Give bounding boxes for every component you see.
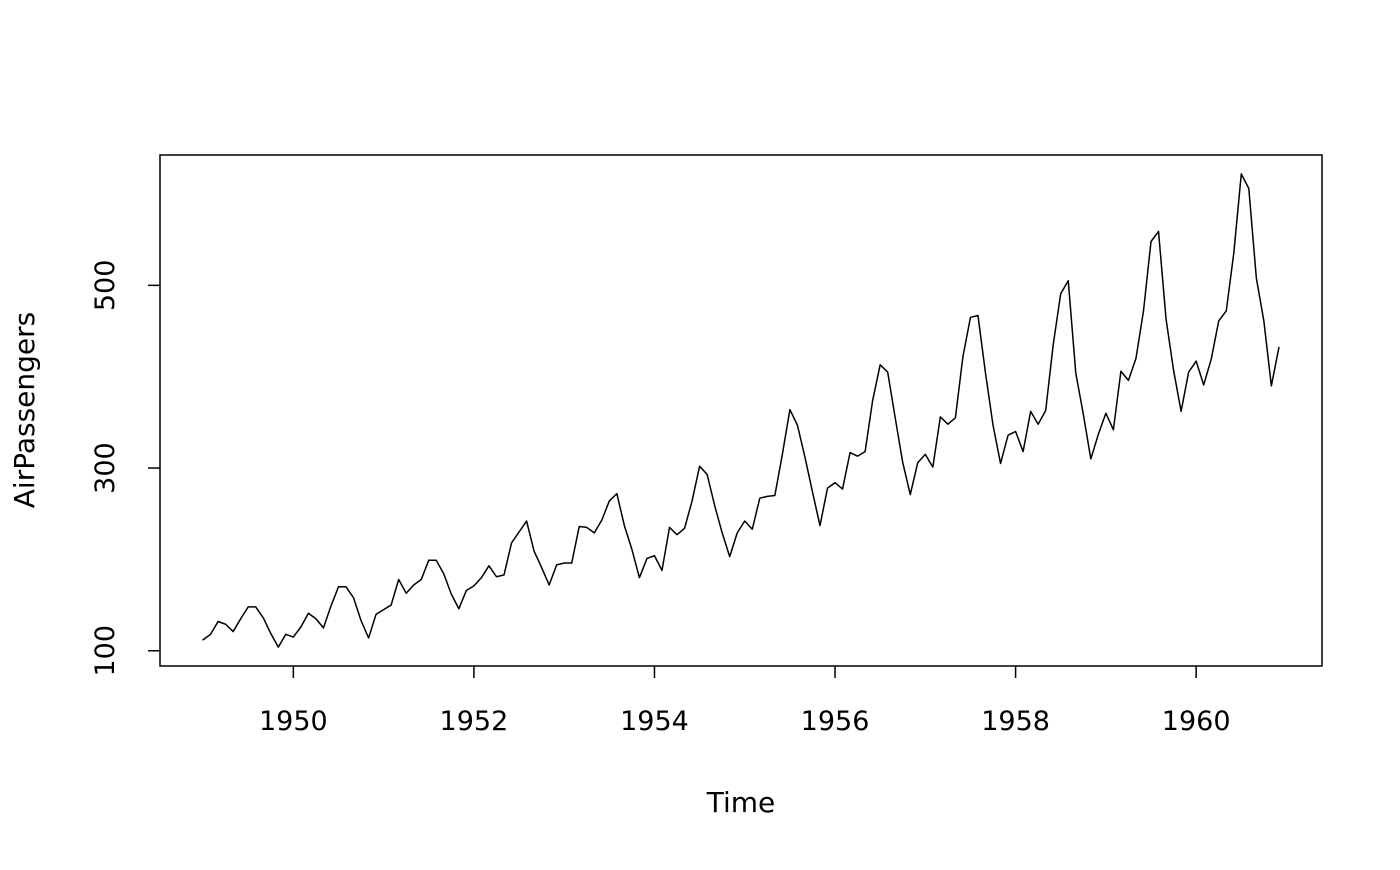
x-tick-label: 1960	[1162, 706, 1231, 737]
x-tick-label: 1950	[259, 706, 328, 737]
y-tick-label: 300	[90, 442, 121, 494]
y-tick-label: 100	[90, 625, 121, 677]
plot-box	[159, 154, 1323, 667]
x-tick-label: 1952	[440, 706, 509, 737]
x-tick-label: 1958	[981, 706, 1050, 737]
y-tick-label: 500	[90, 260, 121, 312]
x-axis-title: Time	[706, 786, 776, 819]
x-tick-label: 1954	[620, 706, 689, 737]
x-tick-label: 1956	[801, 706, 870, 737]
series-line	[202, 173, 1280, 648]
y-axis-title: AirPassengers	[8, 312, 41, 508]
